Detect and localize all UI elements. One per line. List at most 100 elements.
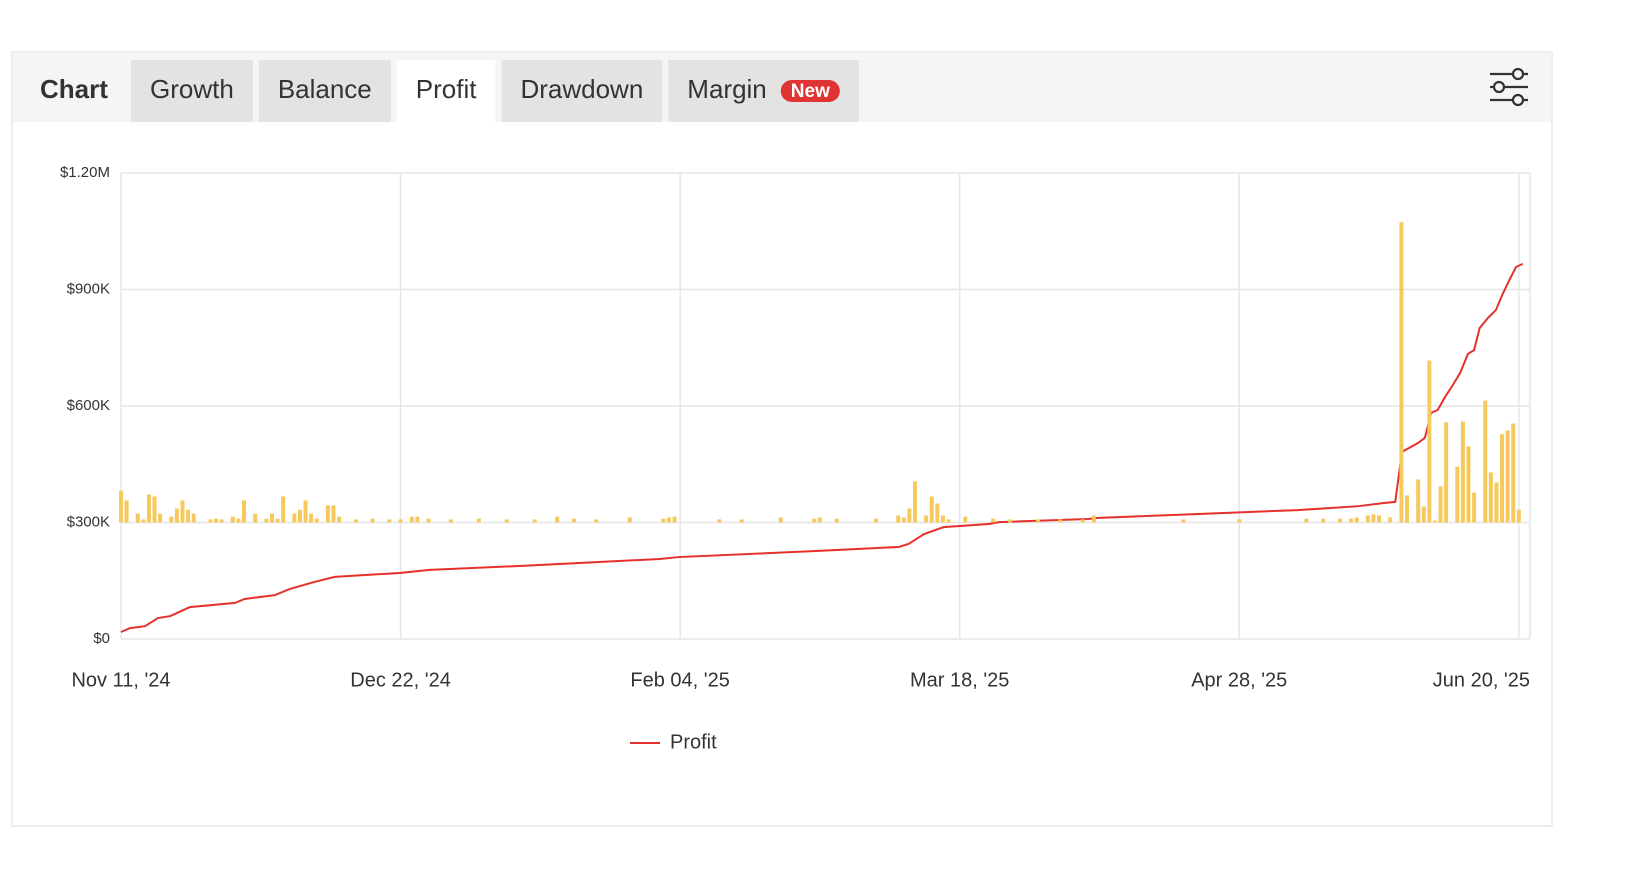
bar	[275, 518, 280, 523]
bar	[337, 516, 342, 523]
tab-label: Growth	[150, 74, 234, 104]
bar	[124, 500, 129, 523]
bar	[661, 518, 666, 523]
bar	[963, 516, 968, 523]
bar	[1421, 506, 1426, 523]
badge-label: New	[791, 81, 830, 102]
settings-icon[interactable]	[1490, 67, 1528, 107]
bar	[1438, 486, 1443, 523]
bar	[297, 509, 302, 523]
bar	[141, 519, 146, 523]
bar	[1404, 495, 1409, 523]
tab-label: Profit	[416, 74, 477, 104]
bar	[1444, 422, 1449, 523]
bar	[594, 519, 599, 523]
bar	[448, 519, 453, 523]
bar	[409, 516, 414, 523]
bar	[571, 518, 576, 523]
x-tick-label: Mar 18, '25	[910, 669, 1009, 691]
y-tick-label: $900K	[67, 280, 110, 297]
bar	[415, 516, 420, 523]
bar	[873, 518, 878, 523]
legend-label: Profit	[670, 731, 717, 753]
bar	[325, 505, 330, 523]
bar	[896, 515, 901, 523]
bar	[991, 518, 996, 523]
x-tick-label: Apr 28, '25	[1191, 669, 1287, 691]
bar	[186, 509, 191, 523]
tab[interactable]: Drawdown	[501, 60, 663, 122]
bar	[1460, 421, 1465, 523]
tab[interactable]: Margin New	[668, 60, 859, 122]
bar	[1349, 518, 1354, 523]
bar	[1354, 517, 1359, 523]
bar	[236, 518, 241, 523]
bar	[1516, 509, 1521, 523]
bar	[1008, 519, 1013, 523]
bar	[532, 519, 537, 523]
bar	[476, 518, 481, 523]
bar	[230, 516, 235, 523]
tab-label: Drawdown	[520, 74, 643, 104]
bar	[672, 516, 677, 523]
bar	[940, 515, 945, 523]
bar	[370, 518, 375, 523]
bar	[331, 505, 336, 523]
tab-label: Margin	[687, 74, 766, 104]
tab-background	[131, 60, 253, 122]
bar	[135, 513, 140, 523]
bar	[242, 500, 247, 523]
bar	[666, 517, 671, 523]
tab[interactable]: Balance	[258, 60, 391, 122]
panel	[11, 51, 1553, 827]
bar	[1399, 222, 1404, 523]
bar	[281, 496, 286, 523]
bar	[812, 518, 817, 523]
bar	[627, 517, 632, 523]
tab-background	[501, 60, 663, 122]
x-tick-label: Nov 11, '24	[71, 669, 170, 691]
tab-label: Balance	[278, 74, 372, 104]
bar	[1080, 519, 1085, 523]
bar	[174, 508, 179, 523]
bar	[1371, 514, 1376, 523]
bar	[1237, 519, 1242, 523]
bar	[1181, 519, 1186, 523]
bar	[1365, 515, 1370, 523]
y-tick-label: $1.20M	[60, 164, 110, 181]
bar	[1388, 517, 1393, 523]
bar	[169, 516, 174, 523]
bar	[269, 513, 274, 523]
profit-line	[120, 262, 1524, 633]
bar	[1494, 482, 1499, 523]
bar	[929, 496, 934, 523]
bar	[778, 517, 783, 523]
bar	[1058, 519, 1063, 523]
bar	[901, 517, 906, 523]
bar	[739, 519, 744, 523]
bar	[834, 518, 839, 523]
bar	[264, 518, 269, 523]
x-tick-label: Feb 04, '25	[630, 669, 729, 691]
bar	[935, 503, 940, 523]
tab[interactable]: Growth	[131, 60, 253, 122]
bar	[353, 519, 358, 523]
bar	[1455, 466, 1460, 523]
bar	[214, 518, 219, 523]
bar	[912, 481, 917, 523]
bar	[1427, 360, 1432, 523]
bar	[219, 519, 224, 523]
y-tick-label: $600K	[67, 397, 110, 414]
bar	[180, 500, 185, 523]
bar	[208, 519, 213, 523]
bar	[1466, 446, 1471, 523]
bar	[387, 519, 392, 523]
bar	[158, 513, 163, 523]
bar	[1416, 479, 1421, 523]
bar	[1035, 519, 1040, 523]
tab[interactable]: Profit	[396, 60, 496, 122]
bar	[1500, 434, 1505, 523]
bar	[1091, 515, 1096, 523]
